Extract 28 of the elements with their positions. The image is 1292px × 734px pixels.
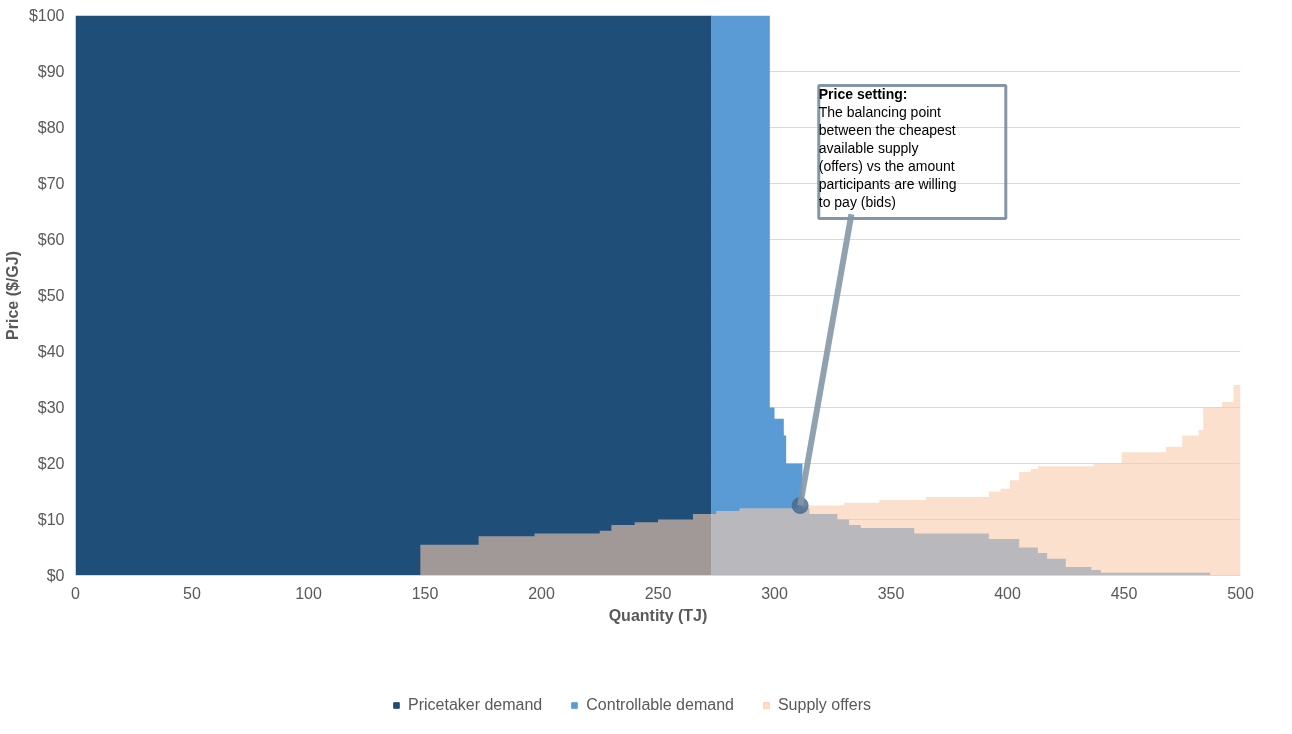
annotation: Price setting: The balancing point between the cheapest available supply (offers) vs the amount participants are willing to pay (bids) bbox=[818, 85, 957, 210]
x-tick-label: 50 bbox=[183, 584, 201, 602]
x-tick-label: 450 bbox=[1110, 584, 1138, 602]
x-tick-label: 500 bbox=[1227, 584, 1254, 602]
x-tick-label: 200 bbox=[528, 584, 555, 602]
x-tick-label: 150 bbox=[411, 584, 439, 602]
y-tick-label: $50 bbox=[37, 287, 65, 304]
y-axis-title: Price ($/GJ) bbox=[3, 251, 21, 340]
y-tick-label: $70 bbox=[37, 175, 65, 192]
y-tick-label: $100 bbox=[28, 7, 65, 24]
y-tick-label: $60 bbox=[37, 231, 65, 248]
y-tick-label: $30 bbox=[37, 399, 65, 416]
x-tick-label: 0 bbox=[71, 584, 81, 602]
x-tick-label: 250 bbox=[644, 584, 672, 602]
legend-label: Controllable demand bbox=[586, 696, 734, 714]
y-tick-label: $0 bbox=[46, 567, 65, 584]
x-tick-label: 300 bbox=[761, 584, 788, 602]
y-tick-label: $40 bbox=[37, 343, 65, 360]
y-tick-label: $80 bbox=[37, 119, 65, 136]
y-tick-label: $10 bbox=[37, 511, 65, 528]
y-tick-label: $20 bbox=[37, 455, 65, 472]
x-tick-label: 100 bbox=[295, 584, 322, 602]
y-tick-label: $90 bbox=[37, 63, 65, 80]
x-axis-title: Quantity (TJ) bbox=[608, 606, 708, 624]
x-tick-label: 350 bbox=[877, 584, 905, 602]
legend-label: Pricetaker demand bbox=[407, 696, 543, 714]
x-tick-label: 400 bbox=[994, 584, 1021, 602]
legend-label: Supply offers bbox=[777, 696, 872, 714]
